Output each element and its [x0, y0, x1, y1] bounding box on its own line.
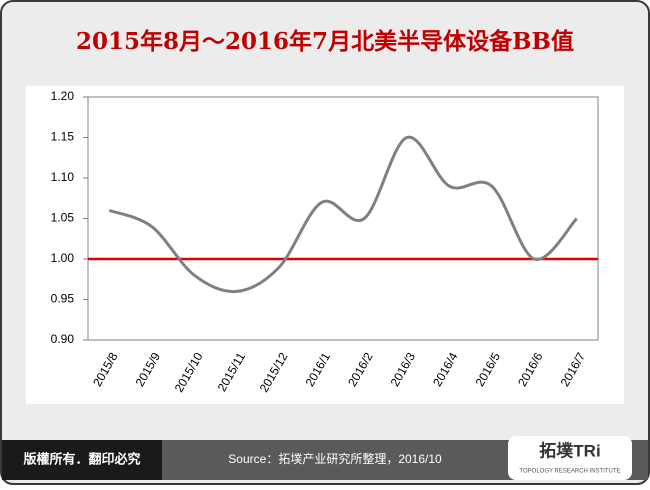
data-line [108, 135, 578, 294]
y-tick-label: 1.20 [51, 89, 75, 103]
y-tick-label: 1.05 [51, 211, 75, 225]
chart-area [26, 86, 624, 404]
y-tick-label: 0.95 [51, 292, 75, 306]
chart-title: 2015年8月～2016年7月北美半导体设备BB值 [76, 28, 574, 55]
y-tick-label: 1.15 [51, 130, 75, 144]
copyright: 版權所有．翻印必究 [23, 451, 140, 466]
y-tick-label: 0.90 [51, 332, 75, 346]
y-tick-label: 1.10 [51, 170, 75, 184]
y-tick-label: 1.00 [51, 251, 75, 265]
logo: 拓墣TRi [539, 441, 600, 460]
logo-subtitle: TOPOLOGY RESEARCH INSTITUTE [519, 469, 620, 475]
source: Source：拓墣产业研究所整理，2016/10 [228, 451, 442, 466]
footer-left [2, 440, 162, 480]
logo-box [508, 436, 632, 480]
